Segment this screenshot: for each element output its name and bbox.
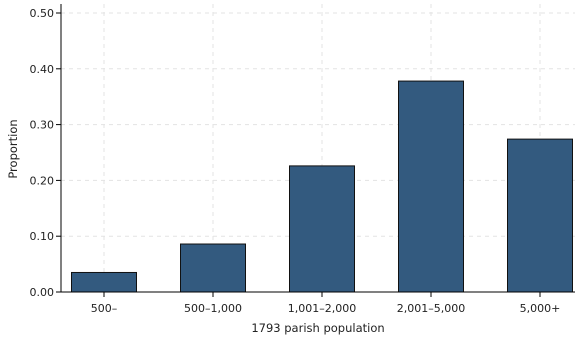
x-axis-title: 1793 parish population [251, 321, 384, 335]
x-tick-label: 5,000+ [520, 302, 561, 315]
axes [60, 4, 575, 293]
y-ticks: 0.00 0.10 0.20 0.30 0.40 0.50 [30, 7, 61, 299]
y-tick-label: 0.30 [30, 119, 55, 132]
x-tick-label: 500– [91, 302, 118, 315]
y-tick-label: 0.40 [30, 63, 55, 76]
x-tick-label: 2,001–5,000 [397, 302, 465, 315]
y-axis-title: Proportion [6, 119, 20, 178]
bars [71, 80, 573, 293]
y-tick-label: 0.20 [30, 174, 55, 187]
y-tick-label: 0.10 [30, 230, 55, 243]
x-tick-label: 500–1,000 [184, 302, 242, 315]
y-tick-label: 0.00 [30, 286, 55, 299]
bar [289, 165, 355, 293]
bar [71, 271, 137, 293]
bar [398, 80, 464, 293]
y-tick-label: 0.50 [30, 7, 55, 20]
x-tick-label: 1,001–2,000 [288, 302, 356, 315]
bar [507, 138, 573, 293]
bar [180, 243, 246, 293]
x-ticks: 500– 500–1,000 1,001–2,000 2,001–5,000 5,000… [91, 292, 561, 315]
